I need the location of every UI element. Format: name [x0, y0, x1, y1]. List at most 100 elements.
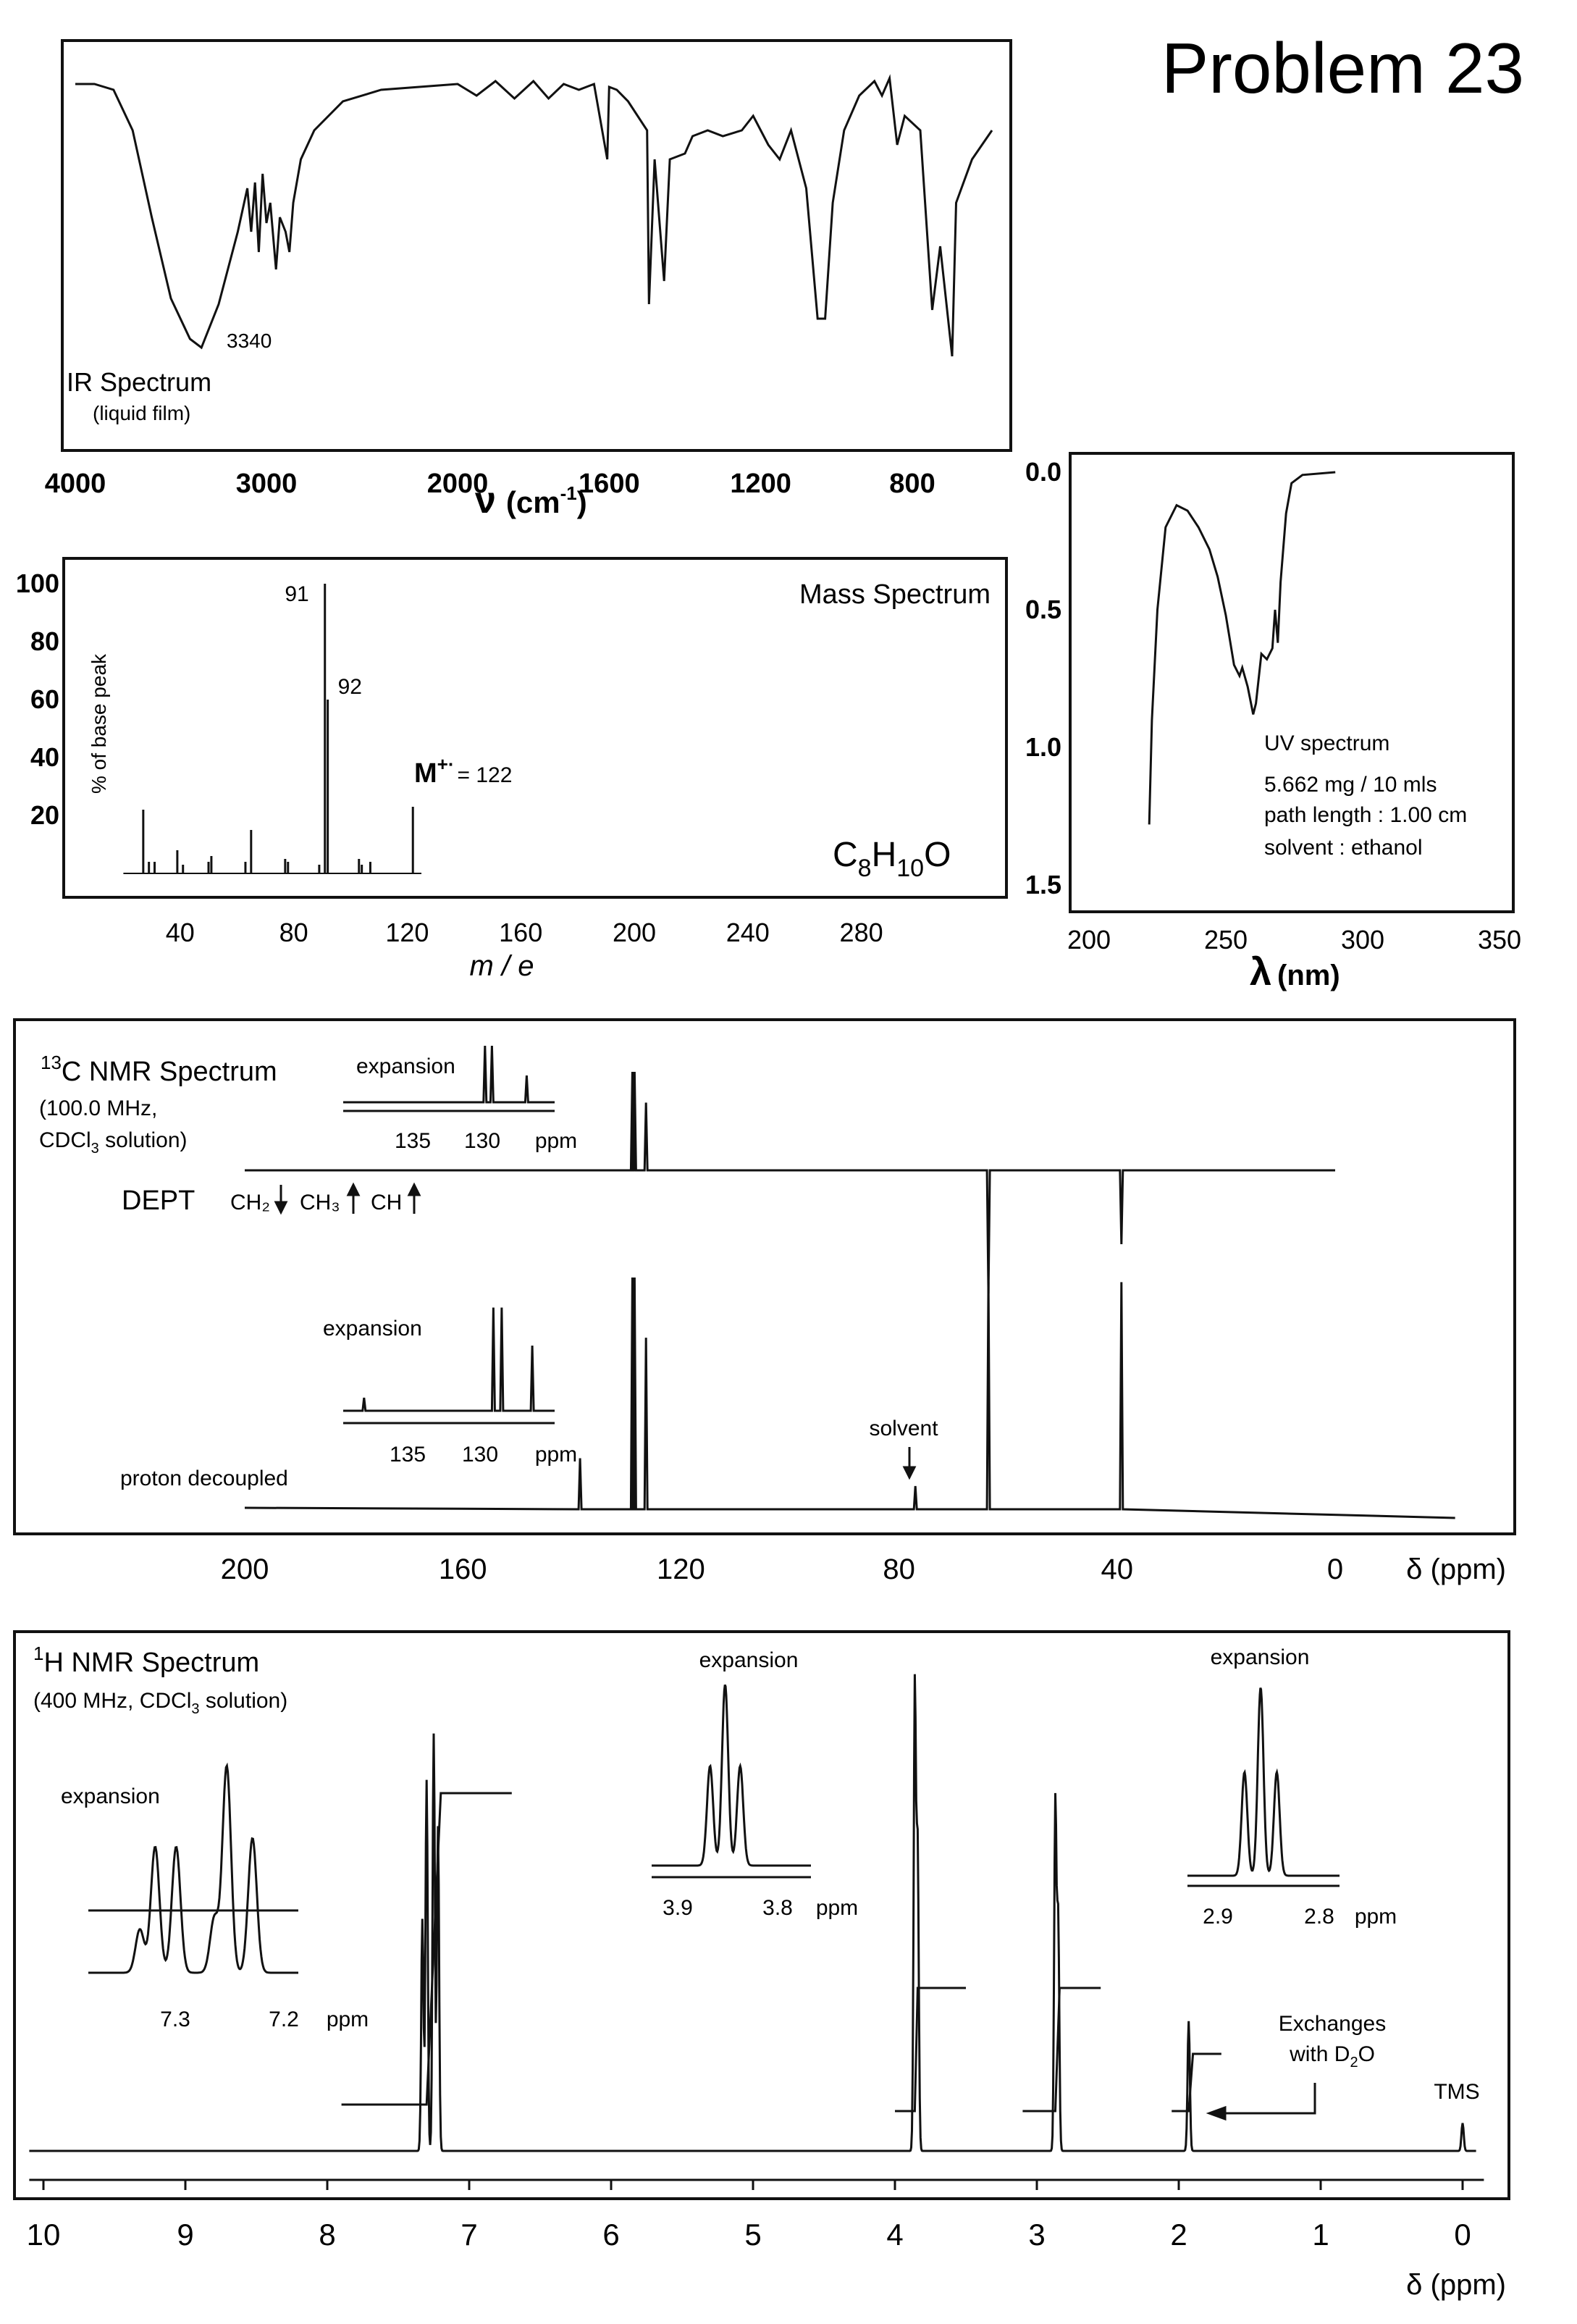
h1-exp2-tick-38: 3.8 — [762, 1896, 793, 1920]
uv-x-tick: 200 — [1067, 925, 1111, 955]
ms-x-tick: 120 — [385, 918, 429, 947]
h1-x-tick: 6 — [602, 2218, 619, 2252]
ms-x-tick: 80 — [279, 918, 308, 947]
uv-y-tick: 0.5 — [1025, 595, 1061, 624]
c13-exp2-tick-ppm: ppm — [535, 1443, 577, 1467]
h1-exchange-line-2: with D2O — [1289, 2042, 1375, 2071]
ms-peak-labels: 91 92 — [285, 582, 362, 699]
ir-xlabel: ν (cm-1) — [475, 479, 587, 521]
ms-x-tick: 40 — [166, 918, 195, 947]
h1-x-tick: 7 — [461, 2218, 477, 2252]
h1-exp2-tick-39: 3.9 — [663, 1896, 693, 1920]
ir-x-tick: 2000 — [427, 469, 489, 499]
uv-chart: 0.0 0.5 1.0 1.5 200 250 300 350 UV spectrum 5.… — [1025, 452, 1521, 994]
c13-frame — [13, 1018, 1516, 1535]
uv-y-tick: 1.5 — [1025, 870, 1061, 899]
h1-exp2-tick-ppm: ppm — [816, 1896, 858, 1920]
ms-y-tick: 40 — [30, 742, 59, 772]
c13-solvent-label: solvent — [869, 1417, 938, 1440]
ms-x-tick: 280 — [840, 918, 883, 947]
c13-conditions-1: (100.0 MHz, — [39, 1096, 157, 1120]
c13-expansion-spectrum-1 — [343, 1046, 555, 1104]
h1-title: 1H NMR Spectrum — [33, 1643, 259, 1678]
uv-x-tick: 250 — [1204, 925, 1248, 955]
ir-x-tick-labels: 4000 3000 2000 1600 1200 800 — [45, 469, 935, 499]
uv-title: UV spectrum — [1264, 731, 1389, 755]
c13-exp2-tick-130: 130 — [462, 1443, 498, 1467]
ir-x-tick: 4000 — [45, 469, 106, 499]
c13-conditions-2: CDCl3 solution) — [39, 1128, 188, 1157]
c13-expansion-label-1: expansion — [356, 1054, 455, 1078]
h1-x-tick: 5 — [744, 2218, 761, 2252]
ms-x-tick: 200 — [613, 918, 656, 947]
h1-exp3-tick-29: 2.9 — [1203, 1905, 1233, 1929]
c13-x-tick: 80 — [883, 1553, 915, 1585]
c13-x-tick: 120 — [657, 1553, 705, 1585]
h1-exp3-tick-28: 2.8 — [1304, 1905, 1334, 1929]
page-title: Problem 23 — [1161, 28, 1524, 108]
c13-exp2-tick-135: 135 — [390, 1443, 426, 1467]
c13-expansion-decoupled: expansion 135 130 ppm — [323, 1307, 577, 1467]
uv-condition-1: 5.662 mg / 10 mls — [1264, 773, 1437, 797]
h1-x-tick: 4 — [886, 2218, 903, 2252]
ir-x-tick: 1600 — [579, 469, 640, 499]
ms-frame — [62, 557, 1008, 899]
c13-exp1-tick-135: 135 — [395, 1129, 431, 1153]
c13-x-tick-labels: 200 160 120 80 40 0 — [221, 1553, 1344, 1585]
ms-y-tick: 100 — [16, 569, 59, 598]
uv-y-tick: 1.0 — [1025, 732, 1061, 762]
ir-peak-label: 3340 — [227, 330, 272, 352]
ir-frame — [61, 39, 1012, 452]
c13-decoupled-spectrum — [244, 1277, 1455, 1519]
c13-expansion-spectrum-2 — [343, 1307, 555, 1412]
h1-exp1-tick-ppm: ppm — [327, 2008, 369, 2031]
c13-x-tick: 0 — [1327, 1553, 1343, 1585]
ms-ylabel: % of base peak — [88, 653, 110, 794]
c13-exp1-tick-ppm: ppm — [535, 1129, 577, 1153]
ms-chart: Mass Spectrum % of base peak 20 40 60 80 100… — [16, 557, 1008, 982]
ms-x-tick: 240 — [726, 918, 770, 947]
c13-expansion-label-2: expansion — [323, 1317, 422, 1341]
c13-dept-spectrum — [245, 1071, 1335, 1294]
ms-peak-label: 92 — [338, 675, 362, 699]
c13-exp1-tick-130: 130 — [464, 1129, 500, 1153]
uv-frame — [1069, 452, 1515, 913]
c13-dept-label: DEPT — [122, 1186, 195, 1216]
ir-x-tick: 1200 — [730, 469, 791, 499]
ms-title: Mass Spectrum — [799, 579, 991, 610]
h1-frame — [13, 1630, 1510, 2200]
h1-x-tick: 0 — [1454, 2218, 1471, 2252]
h1-exp1-tick-72: 7.2 — [269, 2008, 299, 2031]
h1-x-tick: 9 — [177, 2218, 193, 2252]
c13-dept-ch: CH — [371, 1191, 402, 1215]
h1-exp3-tick-ppm: ppm — [1355, 1905, 1397, 1929]
c13-dept-arrows — [274, 1182, 421, 1215]
ms-formula: C8H10O — [833, 836, 951, 882]
ms-molecular-ion: M+· = 122 — [414, 753, 512, 789]
h1-expansion-label-2: expansion — [699, 1648, 799, 1672]
ms-y-tick: 20 — [30, 800, 59, 830]
h1-exchange-line-1: Exchanges — [1279, 2012, 1386, 2036]
h1-conditions: (400 MHz, CDCl3 solution) — [33, 1689, 287, 1717]
c13-x-tick: 160 — [439, 1553, 487, 1585]
h1-x-tick: 2 — [1170, 2218, 1187, 2252]
h1-x-tick: 10 — [27, 2218, 61, 2252]
ir-chart: IR Spectrum (liquid film) 3340 4000 3000 2… — [45, 39, 1012, 521]
h1-chart: 1H NMR Spectrum (400 MHz, CDCl3 solution… — [13, 1630, 1510, 2301]
c13-chart: 13C NMR Spectrum (100.0 MHz, CDCl3 solut… — [13, 1018, 1516, 1585]
ir-spectrum-line — [75, 74, 993, 357]
ms-xlabel: m / e — [470, 950, 534, 982]
ir-x-tick: 800 — [889, 469, 935, 499]
uv-xlabel: λ (nm) — [1250, 950, 1340, 994]
h1-x-tick-labels: 10 9 8 7 6 5 4 3 2 1 0 — [27, 2218, 1471, 2252]
uv-x-tick: 300 — [1341, 925, 1384, 955]
h1-exp1-tick-73: 7.3 — [160, 2008, 190, 2031]
uv-spectrum-line — [1148, 471, 1336, 825]
uv-condition-3: solvent : ethanol — [1264, 836, 1422, 860]
ir-subtitle: (liquid film) — [93, 402, 190, 424]
h1-x-tick: 8 — [319, 2218, 335, 2252]
ms-x-tick: 160 — [499, 918, 542, 947]
ms-y-tick: 80 — [30, 626, 59, 656]
h1-spectrum-line — [29, 1674, 1476, 2152]
